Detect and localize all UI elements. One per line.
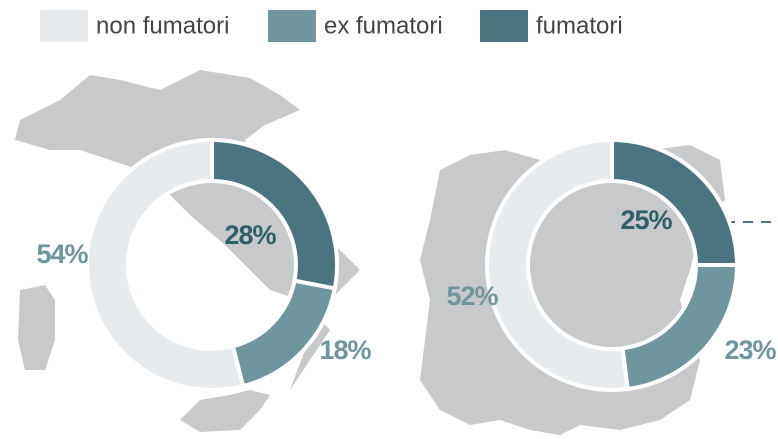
value-label: 54%	[36, 239, 88, 269]
value-label: 52%	[446, 281, 498, 311]
donut-segment	[485, 137, 630, 392]
legend-label: non fumatori	[96, 12, 229, 39]
legend-swatch	[40, 10, 88, 42]
value-label: 25%	[620, 205, 672, 235]
value-label: 18%	[319, 335, 371, 365]
legend-swatch	[480, 10, 528, 42]
value-label: 23%	[724, 335, 776, 365]
legend-swatch	[268, 10, 316, 42]
value-label: 28%	[224, 220, 276, 250]
legend: non fumatori ex fumatori fumatori	[40, 10, 623, 42]
legend-label: ex fumatori	[324, 12, 443, 39]
donut-segment	[85, 137, 246, 392]
legend-label: fumatori	[536, 12, 623, 39]
